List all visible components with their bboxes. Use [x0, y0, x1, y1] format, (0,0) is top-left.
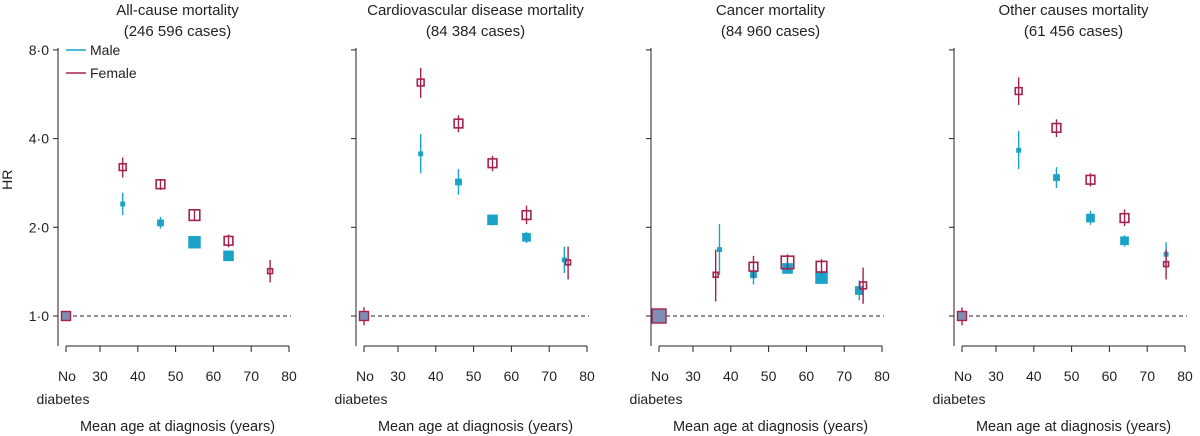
panel-case-count: (246 596 cases)	[124, 23, 232, 40]
point-female	[118, 162, 127, 172]
x-tick-label: 40	[428, 368, 444, 384]
x-tick-label: 80	[281, 368, 297, 384]
point-male	[418, 151, 424, 157]
point-male	[815, 271, 828, 284]
point-female	[188, 209, 201, 222]
point-female	[416, 78, 425, 87]
x-tick-label: 70	[541, 368, 557, 384]
x-axis-title: Mean age at diagnosis (years)	[378, 419, 573, 435]
x-tick-label-diabetes: diabetes	[630, 391, 683, 407]
point-female	[748, 261, 759, 272]
x-tick-label: 60	[206, 368, 222, 384]
panel-title: Cancer mortality	[716, 2, 826, 19]
x-tick-label: 60	[504, 368, 520, 384]
point-female	[223, 235, 234, 246]
point-female	[1085, 174, 1096, 185]
point-female	[521, 209, 532, 221]
point-male	[561, 257, 567, 263]
x-tick-label: 80	[1177, 368, 1193, 384]
x-tick-label: 60	[799, 368, 815, 384]
panel-case-count: (61 456 cases)	[1024, 23, 1123, 40]
x-tick-label: 70	[243, 368, 259, 384]
x-tick-label: 40	[723, 368, 739, 384]
point-female	[266, 267, 274, 275]
x-tick-label: 80	[874, 368, 890, 384]
x-tick-label: 50	[466, 368, 482, 384]
x-tick-label-diabetes: diabetes	[37, 391, 90, 407]
x-tick-label-no-diabetes: No	[58, 368, 76, 384]
point-female	[780, 255, 795, 270]
panel-2: Cardiovascular disease mortality (84 384 …	[335, 2, 595, 435]
point-male	[188, 235, 201, 249]
x-tick-label-diabetes: diabetes	[933, 391, 986, 407]
panel-1: All-cause mortality (246 596 cases) 1·0 2·0…	[0, 2, 297, 435]
ref-point-marker	[956, 310, 968, 322]
point-female	[712, 271, 719, 279]
y-tick-label: 4·0	[29, 131, 49, 147]
point-male	[522, 232, 531, 242]
x-tick-label: 60	[1102, 368, 1118, 384]
point-female	[453, 118, 464, 129]
x-tick-label: 30	[988, 368, 1004, 384]
point-male	[487, 214, 498, 226]
panel-4: Other causes mortality (61 456 cases) No di…	[933, 2, 1193, 435]
x-tick-label: 30	[92, 368, 108, 384]
x-tick-label: 50	[761, 368, 777, 384]
panel-title: All-cause mortality	[116, 2, 239, 19]
point-female	[487, 158, 498, 169]
x-axis-title: Mean age at diagnosis (years)	[976, 419, 1171, 435]
x-tick-label-no-diabetes: No	[651, 368, 669, 384]
point-male	[1016, 147, 1022, 153]
point-male	[455, 178, 462, 186]
point-female	[1119, 212, 1130, 224]
y-tick-label: 8·0	[29, 42, 49, 58]
x-tick-label: 30	[390, 368, 406, 384]
point-female	[564, 259, 572, 266]
point-female	[1014, 86, 1023, 96]
panel-case-count: (84 960 cases)	[721, 23, 820, 40]
x-axis-title: Mean age at diagnosis (years)	[80, 419, 275, 435]
panel-case-count: (84 384 cases)	[426, 23, 525, 40]
x-tick-label: 80	[579, 368, 595, 384]
point-female	[1162, 260, 1170, 268]
point-male	[854, 286, 864, 295]
panel-title: Cardiovascular disease mortality	[367, 2, 584, 19]
y-axis-title: HR	[0, 170, 15, 190]
x-tick-label: 30	[685, 368, 701, 384]
legend: Male Female	[66, 42, 137, 81]
x-tick-label-no-diabetes: No	[356, 368, 374, 384]
panel-title: Other causes mortality	[998, 2, 1149, 19]
panel-3: Cancer mortality (84 960 cases) No diabetes…	[630, 2, 890, 435]
point-male	[157, 219, 164, 227]
ref-point-marker	[651, 308, 667, 324]
point-male	[1053, 174, 1060, 181]
point-female	[155, 179, 166, 190]
point-female	[858, 281, 868, 290]
y-tick-label: 1·0	[29, 308, 49, 324]
ref-point-marker	[60, 310, 72, 322]
point-male	[1120, 236, 1129, 246]
x-tick-label: 40	[130, 368, 146, 384]
point-male	[717, 247, 722, 253]
x-tick-label: 40	[1026, 368, 1042, 384]
legend-male-label: Male	[90, 42, 121, 58]
y-tick-label: 2·0	[29, 219, 49, 235]
point-male	[120, 201, 126, 207]
x-axis-title: Mean age at diagnosis (years)	[673, 419, 868, 435]
x-tick-label: 70	[1139, 368, 1155, 384]
point-male	[223, 250, 234, 262]
legend-female-label: Female	[90, 65, 137, 81]
x-tick-label: 70	[836, 368, 852, 384]
x-tick-label-diabetes: diabetes	[335, 391, 388, 407]
x-tick-label: 50	[1064, 368, 1080, 384]
point-female	[1051, 122, 1062, 134]
x-tick-label-no-diabetes: No	[954, 368, 972, 384]
point-female	[815, 260, 828, 273]
x-tick-label: 50	[168, 368, 184, 384]
ref-point-marker	[358, 310, 370, 322]
point-male	[1086, 213, 1095, 223]
